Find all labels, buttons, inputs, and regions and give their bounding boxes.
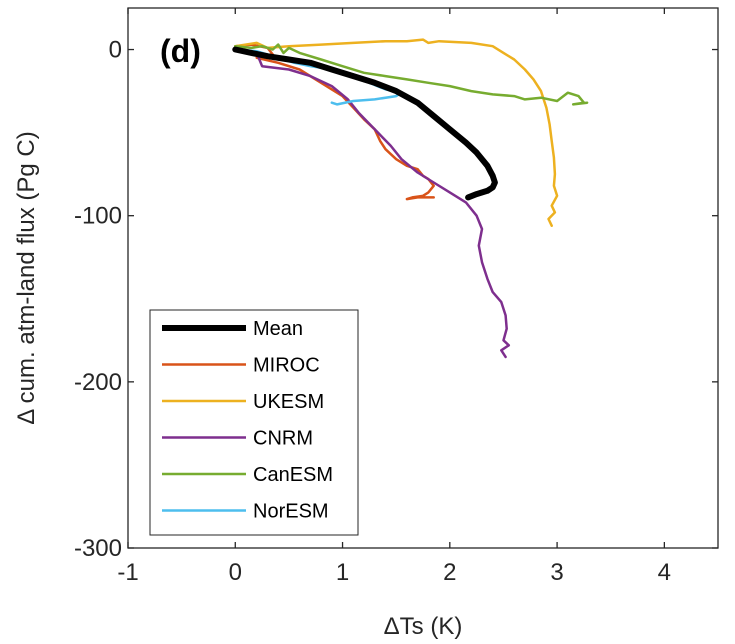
legend-label-canesm: CanESM [253, 464, 333, 486]
series-line-cnrm [234, 46, 511, 359]
tick-marks [127, 8, 718, 549]
legend-label-miroc: MIROC [253, 355, 320, 377]
legend: Mean MIROC UKESM CNRM CanESM NorESM [149, 309, 359, 536]
series-line-ukesm [234, 38, 559, 227]
legend-label-mean: Mean [253, 318, 303, 340]
x-tick-label: 2 [443, 559, 456, 586]
y-tick-label: -100 [74, 203, 122, 230]
x-tick-label: 0 [229, 559, 242, 586]
x-axis-label: ΔTs (K) [384, 613, 463, 640]
x-tick-label: -1 [117, 559, 138, 586]
legend-label-ukesm: UKESM [253, 391, 324, 413]
panel-label: (d) [160, 33, 201, 69]
x-tick-label: 1 [336, 559, 349, 586]
series-line-mean [232, 46, 498, 201]
y-axis-label: Δ cum. atm-land flux (Pg C) [13, 131, 40, 424]
legend-box [149, 309, 359, 536]
legend-label-cnrm: CNRM [253, 428, 313, 450]
y-tick-label: -200 [74, 369, 122, 396]
x-tick-label: 4 [658, 559, 671, 586]
x-tick-label: 3 [550, 559, 563, 586]
series-line-canesm [234, 43, 589, 106]
tick-labels: -1 0 1 2 3 4 0 -100 -200 -300 [74, 37, 671, 586]
y-tick-label: 0 [109, 37, 122, 64]
legend-label-noresm: NorESM [253, 501, 329, 523]
series-lines [232, 38, 589, 359]
y-tick-label: -300 [74, 535, 122, 562]
